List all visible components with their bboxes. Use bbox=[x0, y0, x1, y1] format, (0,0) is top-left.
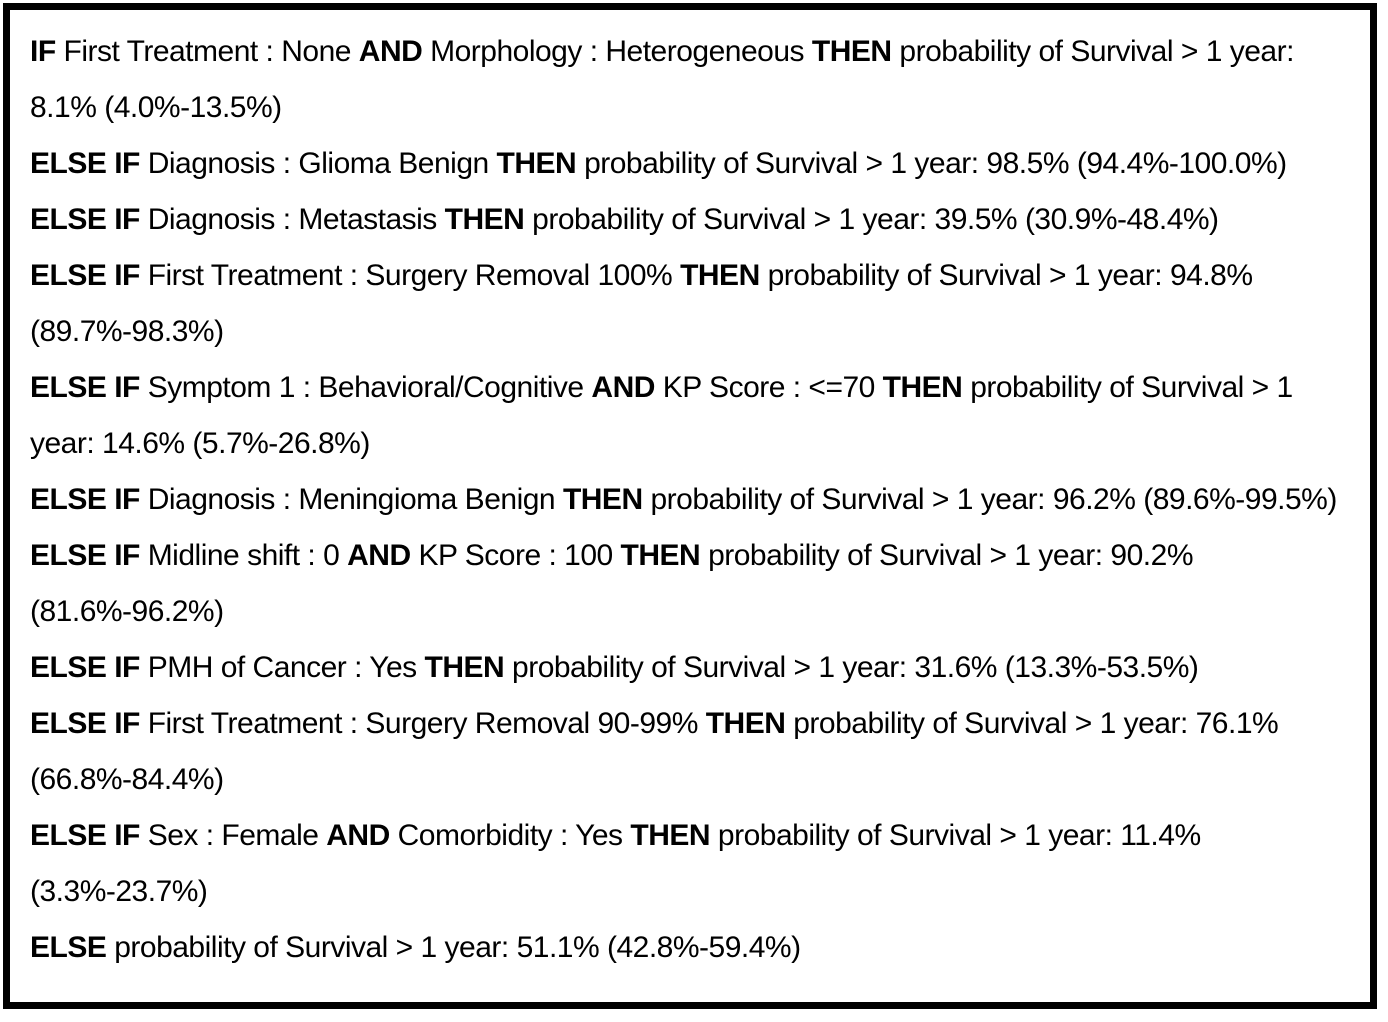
rule-keyword: THEN bbox=[705, 707, 786, 740]
rule-list-panel: IF First Treatment : None AND Morphology… bbox=[3, 3, 1377, 1009]
rule-keyword: ELSE IF bbox=[30, 819, 140, 852]
rule-keyword: IF bbox=[30, 35, 56, 68]
rule-keyword: THEN bbox=[444, 203, 525, 236]
rule-item: ELSE IF Diagnosis : Metastasis THEN prob… bbox=[30, 203, 1219, 236]
rule-keyword: AND bbox=[358, 35, 423, 68]
rule-item: ELSE IF Symptom 1 : Behavioral/Cognitive… bbox=[30, 371, 1293, 460]
rule-keyword: AND bbox=[326, 819, 390, 852]
rule-keyword: THEN bbox=[424, 651, 505, 684]
rule-list: IF First Treatment : None AND Morphology… bbox=[30, 24, 1348, 976]
rule-keyword: AND bbox=[347, 539, 411, 572]
rule-keyword: ELSE bbox=[30, 931, 107, 964]
rule-keyword: ELSE IF bbox=[30, 651, 140, 684]
rule-item: ELSE IF First Treatment : Surgery Remova… bbox=[30, 707, 1279, 796]
rule-keyword: ELSE IF bbox=[30, 259, 140, 292]
rule-item: ELSE probability of Survival > 1 year: 5… bbox=[30, 931, 801, 964]
rule-item: ELSE IF PMH of Cancer : Yes THEN probabi… bbox=[30, 651, 1199, 684]
rule-item: ELSE IF Midline shift : 0 AND KP Score :… bbox=[30, 539, 1194, 628]
rule-keyword: THEN bbox=[562, 483, 643, 516]
rule-keyword: ELSE IF bbox=[30, 371, 140, 404]
rule-item: ELSE IF Sex : Female AND Comorbidity : Y… bbox=[30, 819, 1201, 908]
rule-item: IF First Treatment : None AND Morphology… bbox=[30, 35, 1294, 124]
rule-keyword: ELSE IF bbox=[30, 203, 140, 236]
rule-keyword: THEN bbox=[620, 539, 701, 572]
rule-keyword: AND bbox=[591, 371, 655, 404]
rule-keyword: THEN bbox=[630, 819, 711, 852]
rule-keyword: ELSE IF bbox=[30, 539, 140, 572]
rule-keyword: THEN bbox=[680, 259, 760, 292]
rule-keyword: ELSE IF bbox=[30, 483, 140, 516]
rule-item: ELSE IF Diagnosis : Meningioma Benign TH… bbox=[30, 483, 1337, 516]
rule-keyword: THEN bbox=[496, 147, 577, 180]
rule-item: ELSE IF Diagnosis : Glioma Benign THEN p… bbox=[30, 147, 1287, 180]
rule-keyword: ELSE IF bbox=[30, 147, 140, 180]
rule-keyword: THEN bbox=[882, 371, 963, 404]
rule-keyword: THEN bbox=[811, 35, 892, 68]
rule-item: ELSE IF First Treatment : Surgery Remova… bbox=[30, 259, 1253, 348]
rule-keyword: ELSE IF bbox=[30, 707, 140, 740]
